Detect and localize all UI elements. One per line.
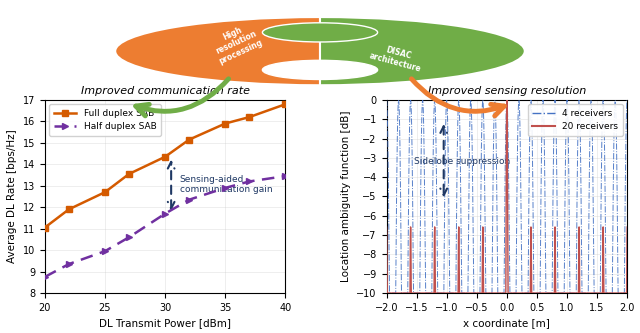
4 receivers: [536, 291, 543, 295]
20 receivers: [536, 291, 543, 295]
Legend: Full duplex SAB, Half duplex SAB: Full duplex SAB, Half duplex SAB: [49, 105, 161, 136]
Full duplex SAB: [41, 225, 49, 229]
Full duplex SAB: [282, 102, 289, 106]
Circle shape: [262, 23, 378, 42]
Line: 4 receivers: 4 receivers: [387, 100, 627, 293]
4 receivers: [383, 98, 390, 102]
Half duplex SAB: [41, 275, 49, 279]
Y-axis label: Location ambiguity function [dB]: Location ambiguity function [dB]: [341, 111, 351, 282]
4 receivers: [470, 291, 477, 295]
X-axis label: x coordinate [m]: x coordinate [m]: [463, 318, 550, 328]
20 receivers: [470, 291, 477, 295]
20 receivers: [525, 291, 533, 295]
Half duplex SAB: [65, 262, 73, 266]
20 receivers: [503, 98, 511, 102]
20 receivers: [574, 291, 582, 295]
4 receivers: [574, 135, 582, 139]
4 receivers: [395, 98, 403, 102]
20 receivers: [383, 291, 391, 295]
Text: High
resolution
processing: High resolution processing: [209, 19, 264, 66]
Full duplex SAB: [65, 207, 73, 211]
4 receivers: [561, 199, 569, 203]
Half duplex SAB: [246, 179, 253, 183]
Half duplex SAB: [101, 249, 109, 253]
4 receivers: [623, 98, 631, 102]
Text: Sensing-aided
communication gain: Sensing-aided communication gain: [180, 175, 272, 194]
Legend: 4 receivers, 20 receivers: 4 receivers, 20 receivers: [528, 105, 623, 136]
Y-axis label: Average DL Rate [bps/Hz]: Average DL Rate [bps/Hz]: [7, 130, 17, 263]
Full duplex SAB: [246, 115, 253, 119]
Half duplex SAB: [282, 174, 289, 178]
Half duplex SAB: [186, 198, 193, 202]
Line: 20 receivers: 20 receivers: [387, 100, 627, 293]
Line: Half duplex SAB: Half duplex SAB: [42, 173, 289, 280]
Full duplex SAB: [221, 122, 229, 126]
4 receivers: [385, 291, 393, 295]
Full duplex SAB: [101, 190, 109, 194]
Title: Improved communication rate: Improved communication rate: [81, 86, 250, 96]
Half duplex SAB: [161, 212, 169, 216]
20 receivers: [395, 291, 403, 295]
X-axis label: DL Transmit Power [dBm]: DL Transmit Power [dBm]: [99, 318, 231, 328]
Full duplex SAB: [161, 155, 169, 159]
20 receivers: [383, 225, 390, 229]
Text: DISAC
architecture: DISAC architecture: [369, 41, 425, 74]
Wedge shape: [115, 17, 320, 85]
20 receivers: [561, 291, 569, 295]
4 receivers: [525, 190, 533, 194]
Full duplex SAB: [186, 138, 193, 142]
Full duplex SAB: [125, 172, 133, 176]
Title: Improved sensing resolution: Improved sensing resolution: [428, 86, 586, 96]
20 receivers: [623, 225, 631, 229]
Circle shape: [262, 60, 378, 80]
Line: Full duplex SAB: Full duplex SAB: [42, 101, 289, 231]
Text: Sidelobe suppression: Sidelobe suppression: [413, 157, 510, 166]
Half duplex SAB: [125, 235, 133, 239]
Half duplex SAB: [221, 186, 229, 190]
Wedge shape: [320, 17, 525, 85]
